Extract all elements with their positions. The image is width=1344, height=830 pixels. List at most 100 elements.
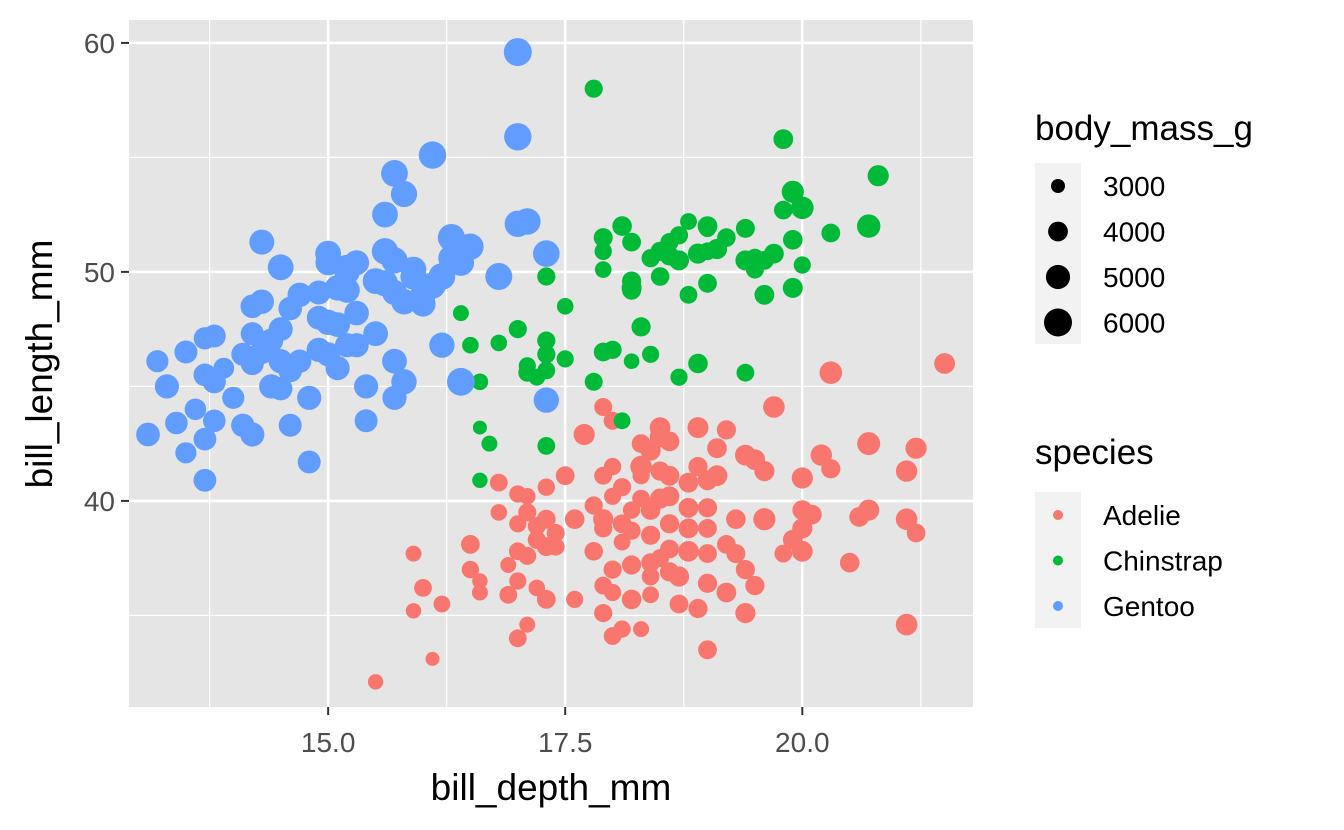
gentoo-point — [382, 348, 407, 374]
chinstrap-point — [556, 298, 574, 315]
adelie-point — [566, 590, 584, 609]
chinstrap-point — [594, 242, 612, 260]
adelie-point — [564, 509, 585, 529]
chinstrap-point — [490, 334, 508, 352]
gentoo-point — [514, 208, 541, 235]
adelie-point — [641, 567, 660, 586]
gentoo-point — [222, 386, 245, 409]
adelie-point — [508, 629, 527, 648]
adelie-point — [461, 560, 480, 579]
adelie-point — [678, 472, 699, 493]
minor-gridlines — [129, 20, 973, 707]
y-tick-label: 50 — [84, 257, 115, 288]
major-gridlines — [129, 20, 973, 707]
adelie-point — [934, 353, 955, 374]
adelie-point — [584, 542, 603, 561]
adelie-point — [613, 620, 631, 638]
gentoo-point — [533, 240, 560, 267]
gentoo-point — [447, 367, 475, 396]
gentoo-point — [297, 385, 322, 410]
adelie-point — [726, 544, 746, 564]
adelie-point — [509, 572, 527, 590]
adelie-point — [499, 585, 518, 604]
gentoo-point — [203, 409, 226, 433]
adelie-point — [425, 651, 440, 666]
chinstrap-point — [735, 218, 755, 238]
gentoo-point — [325, 312, 350, 337]
gentoo-point — [315, 240, 341, 267]
adelie-point — [659, 431, 680, 452]
gentoo-point — [184, 398, 207, 421]
size-legend-key — [1051, 179, 1065, 193]
adelie-point — [726, 509, 746, 529]
y-tick-label: 60 — [84, 28, 115, 59]
adelie-point — [414, 579, 432, 597]
adelie-point — [405, 603, 422, 619]
adelie-point — [528, 579, 546, 597]
color-legend-key — [1053, 601, 1063, 611]
adelie-point — [633, 621, 650, 638]
gentoo-point — [249, 289, 274, 314]
chinstrap-point — [680, 213, 697, 230]
chinstrap-point — [622, 232, 641, 252]
gentoo-point — [363, 321, 388, 347]
adelie-point — [622, 555, 642, 575]
gentoo-point — [429, 332, 455, 358]
gentoo-point — [390, 180, 418, 208]
adelie-point — [678, 497, 699, 518]
size-legend-label: 3000 — [1103, 171, 1165, 202]
x-tick-label: 17.5 — [538, 727, 593, 758]
gentoo-point — [344, 300, 369, 326]
chinstrap-point — [537, 267, 556, 286]
adelie-point — [489, 473, 508, 492]
y-tick-label: 40 — [84, 486, 115, 517]
gentoo-point — [287, 282, 312, 307]
size-legend-key — [1045, 264, 1071, 290]
adelie-point — [895, 613, 918, 636]
chinstrap-point — [688, 353, 708, 374]
color-legend-keys: Adelie Chinstrap Gentoo — [1053, 500, 1223, 622]
color-legend-label: Gentoo — [1103, 591, 1195, 622]
color-legend-key — [1053, 510, 1063, 520]
size-legend-title: body_mass_g — [1035, 109, 1253, 148]
adelie-point — [536, 590, 556, 609]
size-legend-key — [1044, 308, 1072, 337]
adelie-point — [753, 508, 776, 531]
chinstrap-point — [670, 368, 688, 386]
adelie-point — [519, 616, 536, 633]
gentoo-point — [240, 422, 265, 447]
adelie-point — [735, 603, 756, 624]
chinstrap-point — [782, 277, 803, 298]
adelie-point — [669, 594, 689, 614]
gentoo-point — [175, 442, 197, 464]
adelie-point — [367, 674, 384, 690]
adelie-point — [905, 437, 927, 459]
adelie-point — [895, 460, 918, 482]
chinstrap-point — [793, 256, 811, 274]
gentoo-point — [457, 233, 484, 260]
adelie-point — [603, 560, 622, 579]
size-legend-key — [1048, 221, 1068, 242]
adelie-point — [735, 560, 756, 580]
chinstrap-point — [679, 285, 698, 304]
chinstrap-point — [612, 216, 632, 236]
gentoo-point — [354, 374, 379, 399]
adelie-point — [471, 584, 488, 601]
adelie-point — [754, 461, 775, 482]
adelie-point — [518, 503, 537, 522]
y-axis-title: bill_length_mm — [19, 240, 60, 489]
x-tick-label: 20.0 — [775, 727, 830, 758]
chinstrap-point — [537, 437, 556, 455]
adelie-point — [774, 544, 793, 563]
adelie-point — [519, 488, 536, 505]
chinstrap-point — [791, 196, 814, 220]
gentoo-point — [381, 160, 408, 187]
gentoo-point — [154, 374, 179, 399]
adelie-point — [604, 583, 622, 602]
chinstrap-point — [537, 331, 556, 350]
size-legend-label: 5000 — [1103, 262, 1165, 293]
chinstrap-point — [452, 305, 469, 322]
adelie-point — [716, 420, 737, 440]
